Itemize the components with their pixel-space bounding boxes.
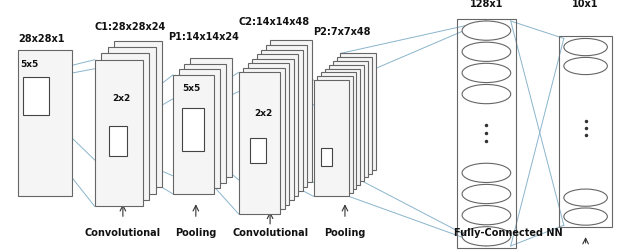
Circle shape: [462, 227, 511, 246]
Bar: [184, 65, 226, 183]
Bar: [252, 59, 294, 201]
Bar: [333, 62, 368, 178]
Text: 2x2: 2x2: [112, 94, 131, 103]
Circle shape: [462, 164, 511, 183]
Bar: [325, 69, 360, 185]
Bar: [18, 50, 72, 197]
Circle shape: [462, 22, 511, 41]
Bar: [114, 42, 162, 188]
Circle shape: [564, 39, 607, 56]
Bar: [457, 20, 516, 248]
Bar: [321, 73, 356, 189]
Bar: [261, 50, 303, 192]
Bar: [270, 41, 312, 182]
Text: Fully-Connected NN: Fully-Connected NN: [454, 227, 563, 237]
Bar: [190, 59, 232, 177]
Circle shape: [564, 208, 607, 225]
Circle shape: [462, 185, 511, 204]
Text: P2:7x7x48: P2:7x7x48: [314, 27, 371, 37]
Bar: [559, 37, 612, 227]
Bar: [108, 48, 156, 194]
Bar: [329, 66, 364, 181]
Text: 5x5: 5x5: [20, 60, 39, 69]
Text: 128x1: 128x1: [470, 0, 503, 9]
Bar: [317, 77, 353, 193]
Bar: [243, 69, 285, 210]
Text: Pooling: Pooling: [324, 227, 365, 237]
Text: Pooling: Pooling: [175, 227, 216, 237]
Bar: [321, 149, 332, 166]
Circle shape: [462, 206, 511, 225]
Bar: [314, 81, 349, 197]
Bar: [109, 126, 127, 156]
Text: C1:28x28x24: C1:28x28x24: [95, 22, 166, 32]
Text: 10x1: 10x1: [572, 0, 599, 9]
Bar: [95, 60, 143, 207]
Circle shape: [462, 64, 511, 83]
Bar: [266, 46, 307, 187]
Bar: [257, 55, 298, 196]
Text: 5x5: 5x5: [182, 84, 200, 93]
Bar: [250, 139, 266, 164]
Circle shape: [564, 58, 607, 75]
Bar: [239, 73, 280, 214]
Text: Convolutional: Convolutional: [232, 227, 308, 237]
Text: 28x28x1: 28x28x1: [18, 34, 65, 44]
Bar: [340, 54, 376, 170]
Text: 2x2: 2x2: [255, 109, 273, 118]
Circle shape: [462, 43, 511, 62]
Circle shape: [564, 189, 607, 206]
Bar: [248, 64, 289, 205]
Circle shape: [462, 85, 511, 104]
Text: Convolutional: Convolutional: [85, 227, 161, 237]
Bar: [179, 70, 220, 188]
Bar: [182, 108, 204, 151]
Text: P1:14x14x24: P1:14x14x24: [168, 32, 239, 42]
Bar: [23, 78, 49, 116]
Bar: [101, 54, 149, 200]
Bar: [337, 58, 372, 174]
Bar: [173, 76, 214, 194]
Text: C2:14x14x48: C2:14x14x48: [239, 17, 310, 27]
